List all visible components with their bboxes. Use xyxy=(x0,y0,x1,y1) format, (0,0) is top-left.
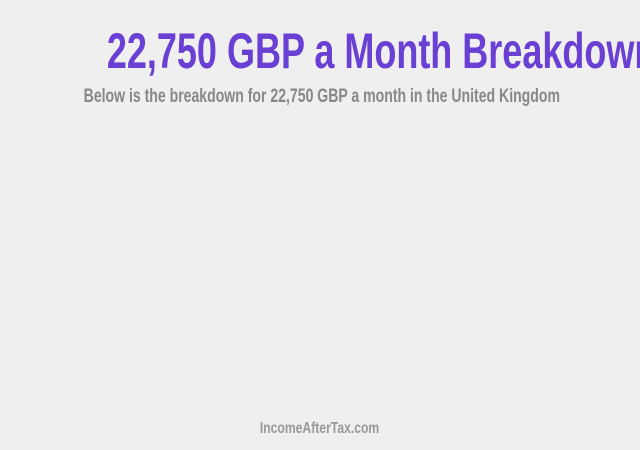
page-title: 22,750 GBP a Month Breakdown xyxy=(0,22,640,79)
footer-site-link[interactable]: IncomeAfterTax.com xyxy=(260,420,380,437)
footer: IncomeAfterTax.com xyxy=(0,420,640,438)
page-title-text: 22,750 GBP a Month Breakdown xyxy=(106,23,640,79)
page-subtitle: Below is the breakdown for 22,750 GBP a … xyxy=(0,86,640,108)
page-subtitle-text: Below is the breakdown for 22,750 GBP a … xyxy=(83,86,560,107)
